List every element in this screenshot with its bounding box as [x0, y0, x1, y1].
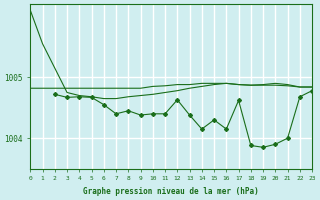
X-axis label: Graphe pression niveau de la mer (hPa): Graphe pression niveau de la mer (hPa) — [83, 187, 259, 196]
